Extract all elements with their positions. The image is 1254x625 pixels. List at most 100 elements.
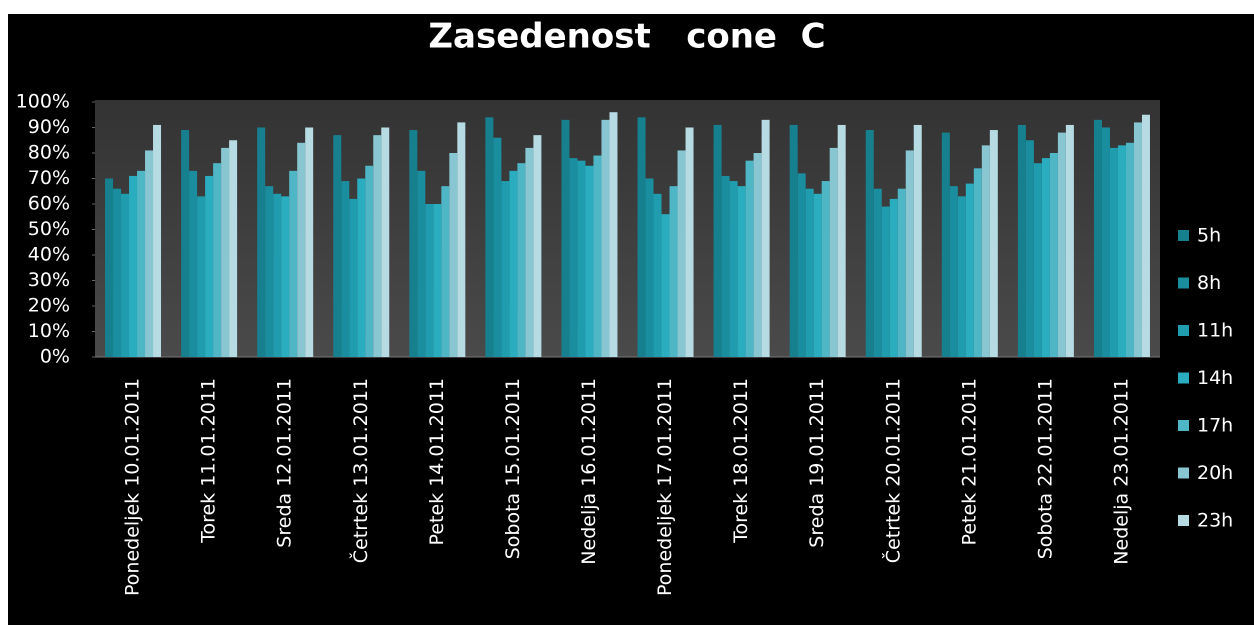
bar [189, 170, 198, 357]
bar [457, 122, 466, 358]
bar [753, 153, 762, 357]
x-tick-label: Sobota 15.01.2011 [502, 378, 524, 559]
legend-swatch [1178, 372, 1189, 384]
x-tick-label: Ponedeljek 17.01.2011 [654, 378, 676, 596]
y-tick-label: 30% [28, 269, 70, 291]
bar [433, 204, 442, 357]
bar [737, 186, 746, 357]
bar [425, 204, 434, 357]
bar [533, 135, 542, 357]
bar [577, 160, 586, 357]
legend-label: 17h [1197, 415, 1233, 437]
y-tick-label: 0% [40, 346, 70, 368]
bar [713, 124, 722, 357]
y-tick-label: 70% [28, 167, 70, 189]
bar [1033, 163, 1042, 357]
bar [181, 130, 190, 357]
bar [745, 160, 754, 357]
bar [609, 112, 618, 357]
bar [273, 193, 282, 357]
bar [913, 124, 922, 357]
chart-title: Zasedenost cone C [428, 17, 825, 57]
bar [409, 130, 418, 357]
bar [889, 198, 898, 357]
legend-label: 23h [1197, 510, 1233, 532]
bar [221, 147, 230, 357]
bar [837, 124, 846, 357]
bar [357, 178, 366, 357]
bar [881, 206, 890, 357]
bar [349, 198, 358, 357]
x-tick-label: Torek 18.01.2011 [730, 378, 752, 544]
bar [645, 178, 654, 357]
legend-swatch [1178, 277, 1189, 289]
bar [1017, 124, 1026, 357]
bar [229, 140, 238, 357]
bar [381, 127, 390, 357]
bar [1065, 124, 1074, 357]
bar [797, 173, 806, 357]
legend-swatch [1178, 467, 1189, 479]
y-tick-label: 100% [16, 91, 70, 113]
bar [333, 135, 342, 357]
y-tick-label: 60% [28, 193, 70, 215]
bar [449, 153, 458, 357]
bar [257, 127, 266, 357]
bar [677, 150, 686, 357]
legend-label: 5h [1197, 225, 1221, 247]
x-tick-label: Četrtek 20.01.2011 [880, 378, 904, 563]
bar [1133, 122, 1142, 358]
bar [1141, 114, 1150, 357]
x-tick-label: Petek 14.01.2011 [426, 378, 448, 545]
bar [213, 163, 222, 357]
legend-label: 11h [1197, 320, 1233, 342]
bar [441, 186, 450, 357]
bar [761, 119, 770, 357]
x-tick-label: Sreda 19.01.2011 [806, 378, 828, 548]
bar [561, 119, 570, 357]
bar [905, 150, 914, 357]
y-tick-label: 40% [28, 244, 70, 266]
bar [129, 175, 138, 357]
bar [1109, 147, 1118, 357]
bar [493, 137, 502, 357]
bar [789, 124, 798, 357]
bar [653, 193, 662, 357]
bar [1041, 158, 1050, 357]
bar [957, 196, 966, 357]
bar [1117, 145, 1126, 357]
x-tick-label: Ponedeljek 10.01.2011 [122, 378, 144, 596]
bar [569, 158, 578, 357]
bar [865, 130, 874, 357]
x-tick-label: Sreda 12.01.2011 [274, 378, 296, 548]
bar [729, 181, 738, 357]
bar [829, 147, 838, 357]
bar [1049, 153, 1058, 357]
y-tick-label: 20% [28, 295, 70, 317]
bar [1125, 142, 1134, 357]
legend-label: 8h [1197, 272, 1221, 294]
bar [669, 186, 678, 357]
x-tick-label: Četrtek 13.01.2011 [348, 378, 372, 563]
bar [297, 142, 306, 357]
bar [721, 175, 730, 357]
bar [965, 183, 974, 357]
bar [973, 168, 982, 357]
bar [205, 175, 214, 357]
bar [525, 147, 534, 357]
bar [365, 165, 374, 357]
bar [897, 188, 906, 357]
x-tick-label: Torek 11.01.2011 [198, 378, 220, 544]
bar [113, 188, 122, 357]
bar [305, 127, 314, 357]
bar [661, 214, 670, 357]
bar [417, 170, 426, 357]
bar [981, 145, 990, 357]
bar [805, 188, 814, 357]
y-tick-label: 10% [28, 320, 70, 342]
y-tick-label: 80% [28, 142, 70, 164]
x-tick-label: Nedelja 16.01.2011 [578, 378, 600, 565]
legend-swatch [1178, 515, 1189, 526]
legend-swatch [1178, 325, 1189, 336]
